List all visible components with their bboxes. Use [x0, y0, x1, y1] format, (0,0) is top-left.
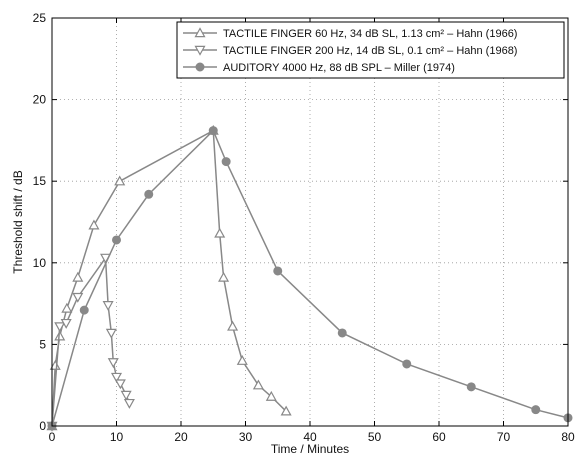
- data-point: [114, 175, 126, 186]
- x-tick-label: 50: [368, 430, 382, 444]
- x-axis-label: Time / Minutes: [271, 442, 349, 456]
- data-point: [273, 266, 283, 276]
- data-point: [265, 390, 277, 401]
- data-point: [72, 292, 84, 303]
- legend-label: AUDITORY 4000 Hz, 88 dB SPL – Miller (19…: [223, 62, 455, 74]
- data-point: [88, 219, 100, 230]
- legend: TACTILE FINGER 60 Hz, 34 dB SL, 1.13 cm²…: [176, 21, 565, 79]
- data-point: [218, 271, 230, 282]
- data-point: [107, 358, 119, 369]
- x-tick-label: 40: [303, 430, 317, 444]
- data-point: [79, 305, 89, 315]
- y-tick-label: 5: [39, 337, 46, 351]
- series-0: [46, 124, 292, 431]
- data-point: [531, 405, 541, 415]
- data-point: [221, 157, 231, 167]
- y-tick-label: 20: [33, 93, 47, 107]
- data-point: [227, 320, 239, 331]
- x-tick-label: 30: [239, 430, 253, 444]
- x-tick-label: 0: [49, 430, 56, 444]
- legend-label: TACTILE FINGER 60 Hz, 34 dB SL, 1.13 cm²…: [223, 28, 517, 40]
- data-point: [280, 405, 292, 416]
- data-point: [144, 189, 154, 199]
- data-point: [214, 227, 226, 238]
- series-1: [46, 253, 135, 432]
- tick-layer: 0 10 20 30 40 50 60 70 80 0 5 10 15 20 25: [33, 11, 575, 444]
- grid-layer: [52, 18, 568, 426]
- data-point: [337, 328, 347, 338]
- legend-marker: [194, 45, 206, 56]
- legend-marker: [195, 62, 205, 72]
- x-tick-label: 70: [497, 430, 511, 444]
- y-tick-label: 15: [33, 174, 47, 188]
- data-point: [102, 301, 114, 311]
- legend-box: [176, 21, 565, 79]
- series-2: [47, 126, 573, 431]
- y-tick-label: 0: [39, 419, 46, 433]
- data-point: [208, 126, 218, 136]
- legend-label: TACTILE FINGER 200 Hz, 14 dB SL, 0.1 cm²…: [223, 45, 517, 57]
- data-point: [252, 379, 264, 390]
- y-tick-label: 10: [33, 256, 47, 270]
- legend-item: AUDITORY 4000 Hz, 88 dB SPL – Miller (19…: [183, 62, 455, 74]
- data-point: [123, 398, 135, 409]
- legend-marker: [194, 27, 206, 38]
- x-tick-label: 60: [432, 430, 446, 444]
- data-point: [114, 379, 126, 390]
- x-tick-label: 80: [561, 430, 575, 444]
- data-point: [402, 359, 412, 369]
- data-point: [105, 328, 117, 339]
- legend-item: TACTILE FINGER 60 Hz, 34 dB SL, 1.13 cm²…: [183, 27, 517, 40]
- data-point: [236, 354, 248, 365]
- series-line: [51, 129, 569, 427]
- data-point: [110, 372, 123, 383]
- y-tick-label: 25: [33, 11, 47, 25]
- y-axis-label: Threshold shift / dB: [11, 170, 25, 273]
- series-layer: [46, 124, 573, 432]
- legend-item: TACTILE FINGER 200 Hz, 14 dB SL, 0.1 cm²…: [183, 45, 517, 57]
- data-point: [72, 271, 84, 282]
- data-point: [54, 322, 66, 333]
- data-point: [60, 318, 72, 329]
- series-line: [51, 255, 131, 427]
- data-point: [61, 302, 73, 313]
- data-point: [466, 382, 476, 392]
- x-tick-label: 10: [110, 430, 124, 444]
- data-point: [112, 235, 121, 245]
- data-point: [120, 390, 132, 401]
- x-tick-label: 20: [174, 430, 188, 444]
